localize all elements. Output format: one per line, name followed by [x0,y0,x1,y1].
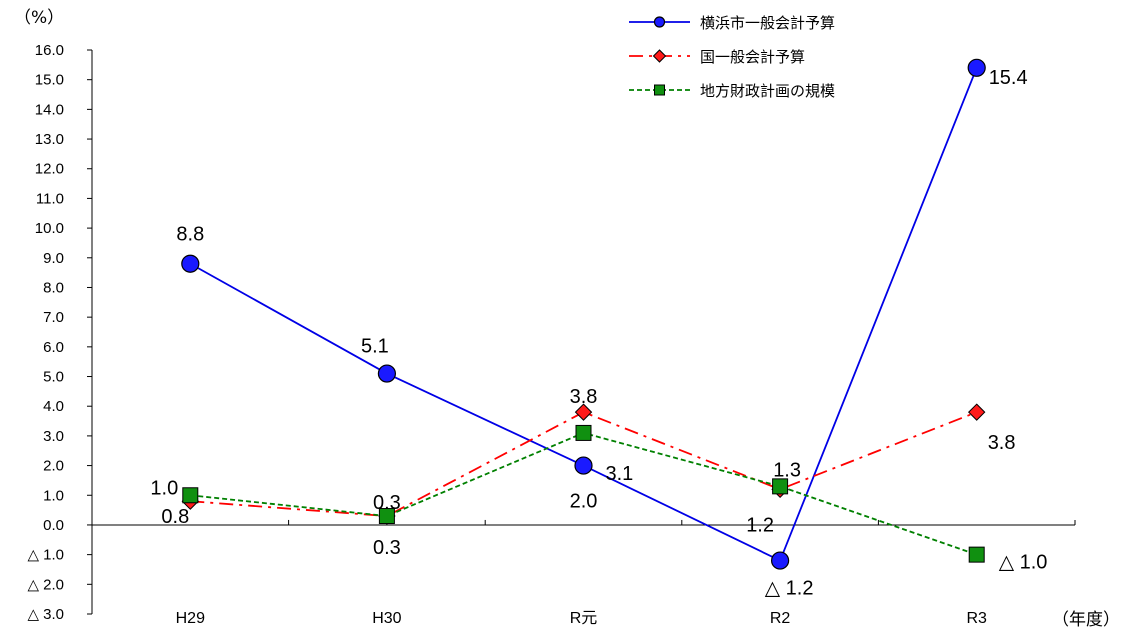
y-tick-label: 1.0 [43,487,64,504]
y-tick-label: 12.0 [35,161,64,178]
y-tick-label: 10.0 [35,220,64,237]
data-label-series-1: 3.8 [988,432,1016,454]
x-category-label: R3 [966,610,987,627]
series-0-point [182,255,199,272]
y-tick-label: 5.0 [43,369,64,386]
data-label-series-1: 0.3 [373,492,401,514]
y-tick-label: 13.0 [35,131,64,148]
series-0-point [772,552,789,569]
data-label-series-0: 8.8 [176,224,204,246]
data-label-series-2: 1.0 [150,477,178,499]
data-label-series-1: 1.2 [746,514,774,536]
legend-marker-0 [655,17,665,27]
legend-label-2: 地方財政計画の規模 [700,82,835,100]
y-tick-label: 0.0 [43,517,64,534]
series-line-0 [190,68,976,561]
legend-marker-2 [655,85,665,95]
series-1-point [969,404,985,420]
data-label-series-1: 0.8 [161,506,189,528]
axes: 16.0 15.0 14.0 13.0 12.0 11.0 10.0 9.0 8.0 7.0 6.0… [27,42,1075,627]
series-2-point [576,425,591,440]
y-tick-label: 7.0 [43,309,64,326]
legend-label-1: 国一般会計予算 [700,48,805,66]
y-tick-label: △ 3.0 [27,606,64,623]
x-category-label: R元 [570,610,598,627]
series-lines [190,68,976,561]
series-0-point [968,59,985,76]
x-category-label: H29 [176,610,205,627]
legend-label-0: 横浜市一般会計予算 [700,14,835,32]
series-2-point [183,488,198,503]
y-tick-label: 16.0 [35,42,64,59]
y-tick-label: △ 2.0 [27,576,64,593]
x-category-label: R2 [770,610,791,627]
data-label-series-0: 5.1 [361,336,389,358]
x-category-label: H30 [372,610,401,627]
data-label-series-0: 2.0 [570,491,598,513]
y-tick-label: 11.0 [36,190,64,207]
y-tick-label: 2.0 [43,458,64,475]
data-label-series-2: 1.3 [773,459,801,481]
data-label-series-1: 3.8 [570,386,598,408]
y-tick-label: 14.0 [35,101,64,118]
data-labels: 8.8 5.1 2.0 △ 1.2 15.4 0.8 0.3 3.8 1.2 3.8 1.0 0.3 3… [150,67,1047,600]
y-tick-label: △ 1.0 [27,547,64,564]
x-unit-label: （年度） [1052,610,1120,630]
y-tick-label: 6.0 [43,339,64,356]
data-label-series-0: △ 1.2 [765,578,814,600]
series-2-point [969,547,984,562]
y-tick-label: 9.0 [43,250,64,267]
data-label-series-0: 15.4 [989,67,1028,89]
y-unit-label: （%） [14,8,64,28]
y-tick-label: 8.0 [43,279,64,296]
data-label-series-2: 3.1 [606,463,634,485]
y-tick-label: 3.0 [43,428,64,445]
data-label-series-2: △ 1.0 [999,552,1048,574]
series-0-point [575,457,592,474]
y-tick-label: 4.0 [43,398,64,415]
legend-marker-1 [654,50,666,62]
data-label-series-2: 0.3 [373,537,401,559]
series-0-point [378,365,395,382]
y-tick-label: 15.0 [35,72,64,89]
